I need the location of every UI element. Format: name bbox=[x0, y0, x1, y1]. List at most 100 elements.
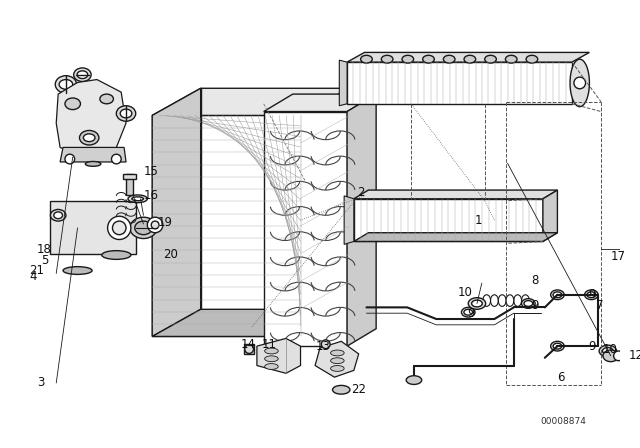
Ellipse shape bbox=[130, 217, 157, 238]
Text: 11: 11 bbox=[262, 338, 276, 351]
Polygon shape bbox=[354, 199, 543, 241]
Ellipse shape bbox=[331, 350, 344, 356]
Ellipse shape bbox=[55, 76, 77, 93]
Ellipse shape bbox=[524, 301, 532, 306]
Ellipse shape bbox=[360, 55, 372, 63]
Ellipse shape bbox=[553, 343, 562, 349]
Polygon shape bbox=[60, 147, 126, 162]
Circle shape bbox=[111, 154, 121, 164]
Ellipse shape bbox=[128, 195, 147, 202]
Ellipse shape bbox=[584, 290, 598, 300]
Text: 12: 12 bbox=[628, 349, 640, 362]
Ellipse shape bbox=[265, 356, 278, 362]
Ellipse shape bbox=[406, 376, 422, 384]
Ellipse shape bbox=[464, 309, 472, 315]
Text: 9: 9 bbox=[588, 288, 596, 301]
Ellipse shape bbox=[59, 80, 73, 89]
Ellipse shape bbox=[132, 197, 143, 201]
Polygon shape bbox=[257, 338, 301, 373]
Ellipse shape bbox=[522, 299, 535, 308]
Circle shape bbox=[108, 216, 131, 240]
Ellipse shape bbox=[331, 366, 344, 371]
Ellipse shape bbox=[587, 292, 596, 297]
Polygon shape bbox=[152, 309, 349, 336]
Text: 10: 10 bbox=[458, 286, 472, 299]
Circle shape bbox=[151, 221, 159, 229]
Text: 16: 16 bbox=[143, 190, 159, 202]
Circle shape bbox=[113, 221, 126, 235]
Text: 9: 9 bbox=[531, 299, 539, 312]
Circle shape bbox=[65, 154, 75, 164]
Ellipse shape bbox=[550, 341, 564, 351]
Polygon shape bbox=[264, 112, 347, 346]
Ellipse shape bbox=[79, 130, 99, 145]
Ellipse shape bbox=[461, 307, 475, 317]
Polygon shape bbox=[315, 341, 358, 377]
Ellipse shape bbox=[602, 348, 613, 354]
Polygon shape bbox=[152, 88, 201, 336]
Polygon shape bbox=[339, 60, 347, 106]
Ellipse shape bbox=[85, 161, 101, 166]
Text: 00008874: 00008874 bbox=[541, 417, 586, 426]
Ellipse shape bbox=[51, 210, 66, 221]
Text: 2: 2 bbox=[356, 186, 364, 199]
Polygon shape bbox=[347, 94, 376, 346]
Ellipse shape bbox=[603, 350, 618, 362]
Ellipse shape bbox=[468, 297, 486, 309]
Ellipse shape bbox=[599, 345, 616, 357]
Ellipse shape bbox=[550, 290, 564, 300]
Ellipse shape bbox=[135, 221, 152, 235]
Ellipse shape bbox=[265, 364, 278, 370]
Ellipse shape bbox=[265, 348, 278, 354]
Polygon shape bbox=[354, 190, 557, 199]
Ellipse shape bbox=[402, 55, 413, 63]
Ellipse shape bbox=[65, 98, 81, 110]
Bar bbox=[123, 173, 136, 179]
Polygon shape bbox=[354, 233, 557, 241]
Circle shape bbox=[147, 217, 163, 233]
Circle shape bbox=[614, 351, 623, 361]
Ellipse shape bbox=[333, 385, 350, 394]
Ellipse shape bbox=[331, 358, 344, 364]
Ellipse shape bbox=[321, 340, 330, 349]
Polygon shape bbox=[152, 88, 349, 116]
Bar bbox=[126, 173, 133, 195]
Ellipse shape bbox=[484, 55, 497, 63]
Text: 19: 19 bbox=[158, 215, 173, 228]
Text: 20: 20 bbox=[163, 248, 178, 261]
Polygon shape bbox=[301, 88, 349, 336]
Text: 10: 10 bbox=[603, 343, 618, 356]
Polygon shape bbox=[344, 196, 354, 244]
Ellipse shape bbox=[526, 55, 538, 63]
Ellipse shape bbox=[74, 68, 91, 82]
Ellipse shape bbox=[472, 300, 483, 307]
Bar bbox=[51, 201, 136, 254]
Text: 18: 18 bbox=[37, 243, 52, 256]
Text: 9: 9 bbox=[588, 340, 596, 353]
Polygon shape bbox=[152, 116, 301, 336]
Text: 4: 4 bbox=[29, 270, 36, 283]
Text: 17: 17 bbox=[611, 250, 626, 263]
Polygon shape bbox=[543, 190, 557, 241]
Text: 15: 15 bbox=[143, 165, 158, 178]
Polygon shape bbox=[347, 62, 572, 104]
Text: 3: 3 bbox=[37, 376, 44, 389]
Ellipse shape bbox=[54, 212, 63, 219]
Ellipse shape bbox=[120, 109, 132, 118]
Text: 9: 9 bbox=[467, 307, 475, 320]
Ellipse shape bbox=[506, 55, 517, 63]
Text: 6: 6 bbox=[557, 370, 565, 383]
Text: 8: 8 bbox=[531, 274, 539, 287]
Ellipse shape bbox=[464, 55, 476, 63]
Text: 5: 5 bbox=[41, 254, 48, 267]
Ellipse shape bbox=[102, 251, 131, 259]
Text: 22: 22 bbox=[351, 383, 366, 396]
Text: 21: 21 bbox=[29, 264, 44, 277]
Ellipse shape bbox=[244, 345, 253, 353]
Polygon shape bbox=[264, 94, 376, 112]
Bar bbox=[244, 344, 254, 354]
Ellipse shape bbox=[444, 55, 455, 63]
Ellipse shape bbox=[100, 94, 113, 104]
Ellipse shape bbox=[553, 292, 562, 297]
Polygon shape bbox=[347, 52, 589, 62]
